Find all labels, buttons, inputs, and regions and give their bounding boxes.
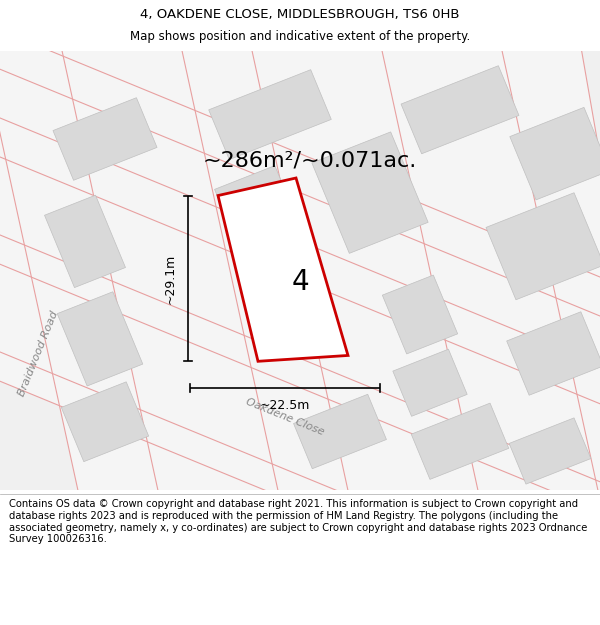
- Text: 4: 4: [291, 268, 309, 296]
- Polygon shape: [53, 98, 157, 180]
- Polygon shape: [0, 22, 600, 324]
- Text: 4, OAKDENE CLOSE, MIDDLESBROUGH, TS6 0HB: 4, OAKDENE CLOSE, MIDDLESBROUGH, TS6 0HB: [140, 8, 460, 21]
- Polygon shape: [510, 107, 600, 200]
- Polygon shape: [0, 344, 600, 625]
- Polygon shape: [506, 312, 600, 395]
- Polygon shape: [215, 166, 295, 239]
- Polygon shape: [0, 149, 600, 490]
- Polygon shape: [411, 403, 509, 479]
- Polygon shape: [0, 256, 600, 607]
- Polygon shape: [60, 41, 280, 500]
- Text: ~286m²/~0.071ac.: ~286m²/~0.071ac.: [203, 151, 417, 171]
- Polygon shape: [250, 41, 480, 500]
- Polygon shape: [0, 41, 160, 500]
- Text: Braidwood Road: Braidwood Road: [16, 309, 60, 398]
- Polygon shape: [180, 41, 350, 500]
- Polygon shape: [382, 275, 458, 354]
- Text: Contains OS data © Crown copyright and database right 2021. This information is : Contains OS data © Crown copyright and d…: [9, 499, 587, 544]
- Polygon shape: [209, 69, 331, 159]
- Polygon shape: [500, 41, 600, 500]
- Text: Map shows position and indicative extent of the property.: Map shows position and indicative extent…: [130, 31, 470, 43]
- Text: ~29.1m: ~29.1m: [163, 253, 176, 304]
- Polygon shape: [0, 110, 600, 412]
- Polygon shape: [0, 22, 600, 625]
- Polygon shape: [218, 178, 348, 361]
- Polygon shape: [509, 418, 591, 484]
- Polygon shape: [44, 195, 125, 288]
- Polygon shape: [486, 192, 600, 300]
- Polygon shape: [401, 66, 519, 154]
- Polygon shape: [57, 292, 143, 386]
- Text: Oakdene Close: Oakdene Close: [244, 396, 326, 437]
- Polygon shape: [293, 394, 386, 469]
- Polygon shape: [61, 382, 149, 462]
- Polygon shape: [312, 132, 428, 253]
- Polygon shape: [0, 227, 600, 519]
- Polygon shape: [380, 41, 600, 500]
- Polygon shape: [393, 349, 467, 416]
- Text: ~22.5m: ~22.5m: [260, 399, 310, 412]
